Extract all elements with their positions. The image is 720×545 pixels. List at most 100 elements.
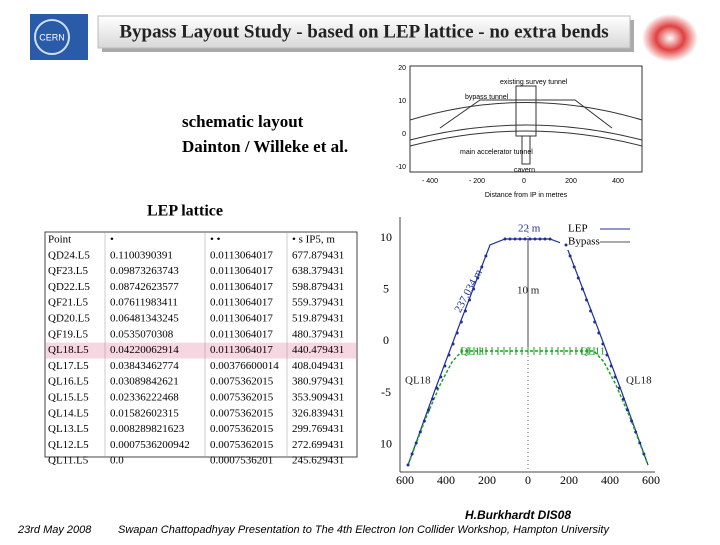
lep-marker [435, 386, 439, 390]
table: Point • • • • s IP5, m QD24.L5 0.1100390391 0.… [44, 231, 358, 467]
table-cell: 0.04220062914 [110, 344, 179, 356]
logo-ring [34, 19, 70, 55]
table-cell: 326.839431 [292, 407, 344, 419]
x-tick-label: 200 [478, 473, 496, 487]
table-cell: QD24.L5 [48, 249, 90, 261]
survey-plot: existing survey tunnel bypass tunnel mai… [396, 65, 643, 199]
lep-marker [451, 342, 455, 346]
y-tick-label: 5 [383, 281, 389, 295]
lep-marker [431, 397, 435, 401]
annotation: QL18 [405, 375, 431, 387]
lep-marker [597, 331, 601, 335]
lep-marker [576, 276, 580, 280]
tunnel-curve [409, 102, 643, 121]
highlight-row [46, 342, 356, 359]
table-cell: 0.07611983411 [110, 297, 178, 309]
table-cell: 0.0075362015 [210, 392, 274, 404]
annotation: QL11 [580, 346, 605, 358]
header-cell: • [110, 234, 114, 246]
table-cell: 0.03089842621 [110, 376, 179, 388]
lep-marker [568, 254, 572, 258]
plot-label: bypass tunnel [465, 94, 509, 101]
table-cell: 380.979431 [292, 376, 344, 388]
lep-marker [580, 287, 584, 291]
table-cell: 0.0007536201 [210, 455, 273, 467]
plot-label: cavern [514, 167, 535, 174]
cavern [521, 135, 531, 165]
table-cell: 0.01582602315 [110, 407, 179, 419]
table-cell: 598.879431 [292, 281, 344, 293]
annotation: QL11 [460, 346, 485, 358]
lep-marker [564, 243, 568, 247]
table-cell: 440.479431 [292, 344, 344, 356]
table-cell: 353.909431 [292, 392, 344, 404]
table-cell: 0.0075362015 [210, 407, 274, 419]
table-cell: 0.0113064017 [210, 297, 273, 309]
table-cell: QL14.L5 [48, 407, 89, 419]
table-cell: 0.0113064017 [210, 328, 273, 340]
tunnel-curve [409, 124, 643, 141]
lep-marker [418, 430, 422, 434]
plot-label: main accelerator tunnel [460, 149, 533, 156]
lep-marker [406, 463, 410, 467]
lep-marker [617, 386, 621, 390]
y-tick-label: 10 [398, 98, 406, 105]
table-cell: QF19.L5 [48, 328, 89, 340]
lep-marker [480, 265, 484, 269]
lep-marker [414, 441, 418, 445]
lep-marker [601, 342, 605, 346]
lep-marker [621, 397, 625, 401]
table-cell: QL18.L5 [48, 344, 89, 356]
table-cell: 0.0075362015 [210, 439, 274, 451]
table-cell: 0.03843462774 [110, 360, 179, 372]
y-tick-label: 20 [398, 65, 406, 72]
footer-date: 23rd May 2008 [17, 524, 92, 536]
y-tick-label: -10 [396, 164, 406, 171]
table-cell: 0.08742623577 [110, 281, 179, 293]
lep-marker [642, 452, 646, 456]
x-tick-label: 200 [560, 473, 578, 487]
header-cell: • s IP5, m [292, 234, 335, 246]
plot-frame [409, 65, 643, 173]
lep-marker [427, 408, 430, 412]
table-cell: QD20.L5 [48, 313, 90, 325]
lep-marker [638, 441, 642, 445]
lep-marker [410, 452, 414, 456]
table-cell: 0.0113064017 [210, 344, 273, 356]
y-tick-label: 10 [380, 437, 392, 451]
lep-marker [593, 320, 597, 324]
lep-marker [476, 276, 480, 280]
title-box [97, 15, 631, 49]
lep-marker [513, 237, 517, 241]
lep-marker [439, 375, 443, 379]
lep-marker [538, 237, 542, 241]
table-cell: 245.629431 [292, 455, 344, 467]
table-cell: 408.049431 [292, 360, 344, 372]
lab-logo [642, 14, 698, 62]
layout-plot: LEP Bypass 10 5 0 -5 10 600 400 200 0 200 400 600 22… [380, 217, 660, 487]
table-cell: 677.879431 [292, 249, 344, 261]
lep-marker [589, 309, 593, 313]
table-cell: QL13.L5 [48, 423, 89, 435]
x-tick-label: 400 [437, 473, 455, 487]
title: Bypass Layout Study - based on LEP latti… [119, 21, 608, 42]
table-cell: 0.0113064017 [210, 265, 273, 277]
table-cell: 0.0113064017 [210, 313, 273, 325]
table-cell: QL11.L5 [48, 455, 89, 467]
lep-marker [533, 237, 537, 241]
table-cell: 0.06481343245 [110, 313, 179, 325]
lep-marker [609, 364, 613, 368]
lep-marker [548, 237, 552, 241]
x-tick-label: - 200 [469, 178, 485, 185]
x-tick-label: 600 [642, 473, 660, 487]
lep-marker [484, 254, 488, 258]
lep-marker [443, 364, 447, 368]
x-tick-label: 400 [612, 178, 624, 185]
lep-marker [543, 237, 547, 241]
lep-marker [463, 309, 467, 313]
table-cell: 0.0113064017 [210, 249, 273, 261]
table-cell: 638.379431 [292, 265, 344, 277]
table-cell: 272.699431 [292, 439, 344, 451]
footer-author: H.Burkhardt DIS08 [465, 508, 571, 522]
lep-marker [630, 419, 634, 423]
